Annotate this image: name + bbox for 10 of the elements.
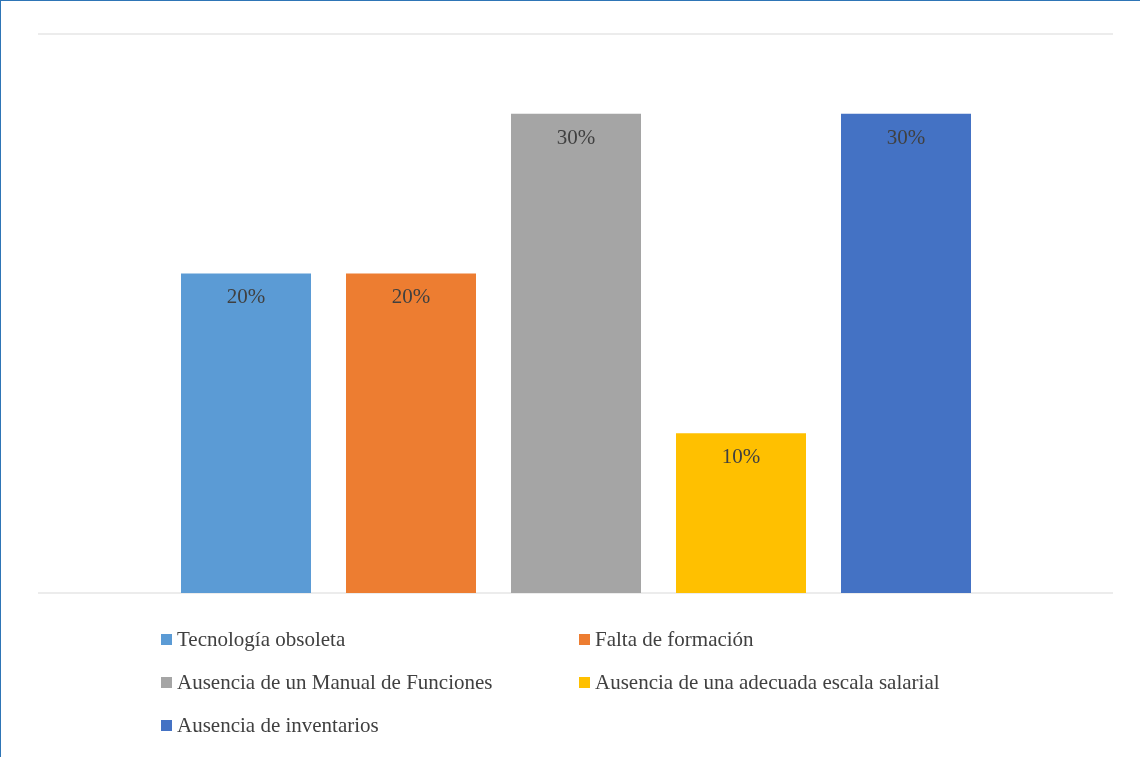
legend-label: Falta de formación: [595, 627, 754, 652]
legend-label: Tecnología obsoleta: [177, 627, 346, 652]
data-label: 20%: [226, 284, 266, 309]
data-label: 30%: [886, 124, 926, 149]
legend-label: Ausencia de un Manual de Funciones: [177, 670, 493, 695]
legend-label: Ausencia de inventarios: [177, 713, 379, 738]
data-label: 20%: [391, 284, 431, 309]
data-label: 30%: [556, 124, 596, 149]
legend-label: Ausencia de una adecuada escala salarial: [595, 670, 940, 695]
data-label: 10%: [721, 444, 761, 469]
